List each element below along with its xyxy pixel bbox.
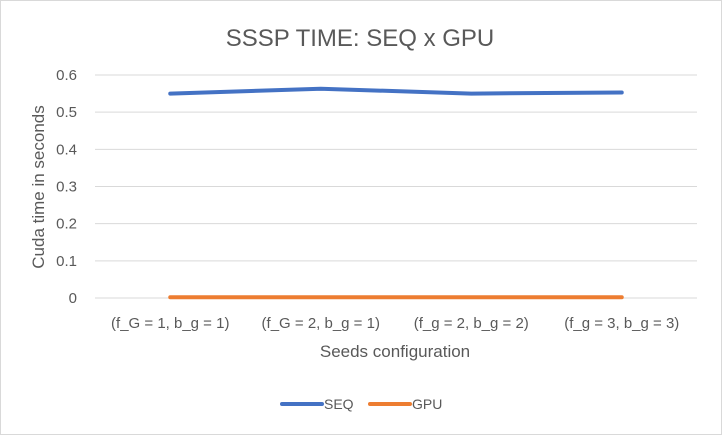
chart-title: SSSP TIME: SEQ x GPU — [226, 25, 495, 52]
legend-label: GPU — [412, 396, 442, 412]
grid-lines — [95, 74, 697, 299]
y-tick-label: 0.1 — [56, 253, 77, 270]
series-lines — [168, 86, 624, 300]
x-tick-label: (f_g = 3, b_g = 3) — [564, 315, 679, 332]
y-tick-label: 0.3 — [56, 179, 77, 196]
y-tick-labels: 0 0.1 0.2 0.3 0.4 0.5 0.6 — [56, 67, 77, 307]
x-tick-label: (f_g = 2, b_g = 2) — [414, 315, 529, 332]
series-line-seq — [168, 86, 624, 96]
y-tick-label: 0.4 — [56, 141, 77, 158]
y-tick-label: 0.6 — [56, 67, 77, 84]
y-axis-title: Cuda time in seconds — [29, 105, 48, 268]
legend-label: SEQ — [324, 396, 354, 412]
y-tick-label: 0 — [69, 290, 77, 307]
x-tick-labels: (f_G = 1, b_g = 1) (f_G = 2, b_g = 1) (f_g… — [111, 315, 679, 332]
y-tick-label: 0.5 — [56, 104, 77, 121]
y-tick-label: 0.2 — [56, 216, 77, 233]
x-axis-title: Seeds configuration — [320, 342, 470, 361]
legend: SEQ GPU — [280, 396, 442, 412]
legend-item-seq: SEQ — [280, 396, 354, 412]
x-tick-label: (f_G = 1, b_g = 1) — [111, 315, 229, 332]
legend-item-gpu: GPU — [368, 396, 442, 412]
x-tick-label: (f_G = 2, b_g = 1) — [262, 315, 380, 332]
